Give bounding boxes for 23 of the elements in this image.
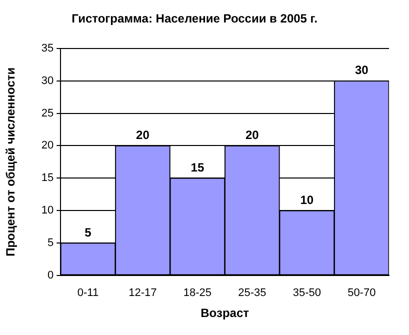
data-label: 20 xyxy=(246,128,260,142)
x-tick-label: 25-35 xyxy=(238,287,266,300)
y-tick-label: 20 xyxy=(41,140,54,152)
data-label: 5 xyxy=(84,225,92,240)
x-tick-label: 0-11 xyxy=(77,287,99,300)
x-axis-title: Возраст xyxy=(200,306,250,320)
y-tick-label: 10 xyxy=(41,204,54,217)
y-tick-label: 30 xyxy=(41,74,54,87)
data-label: 10 xyxy=(300,192,314,207)
y-tick-label: 5 xyxy=(48,237,54,250)
y-tick-label: 0 xyxy=(48,269,54,282)
chart-title: Гистограмма: Население России в 2005 г. xyxy=(72,12,318,26)
data-label: 20 xyxy=(136,128,150,142)
y-tick-label: 35 xyxy=(41,42,54,54)
x-tick-label: 18-25 xyxy=(183,287,212,300)
data-label: 15 xyxy=(190,160,204,174)
y-tick-label: 15 xyxy=(41,172,54,184)
x-tick-label: 50-70 xyxy=(348,287,376,300)
y-axis-title: Процент от общей численности xyxy=(4,67,18,256)
data-label: 30 xyxy=(354,63,369,78)
y-tick-label: 25 xyxy=(41,107,54,120)
x-tick-label: 12-17 xyxy=(128,287,157,300)
x-tick-label: 35-50 xyxy=(292,287,321,300)
